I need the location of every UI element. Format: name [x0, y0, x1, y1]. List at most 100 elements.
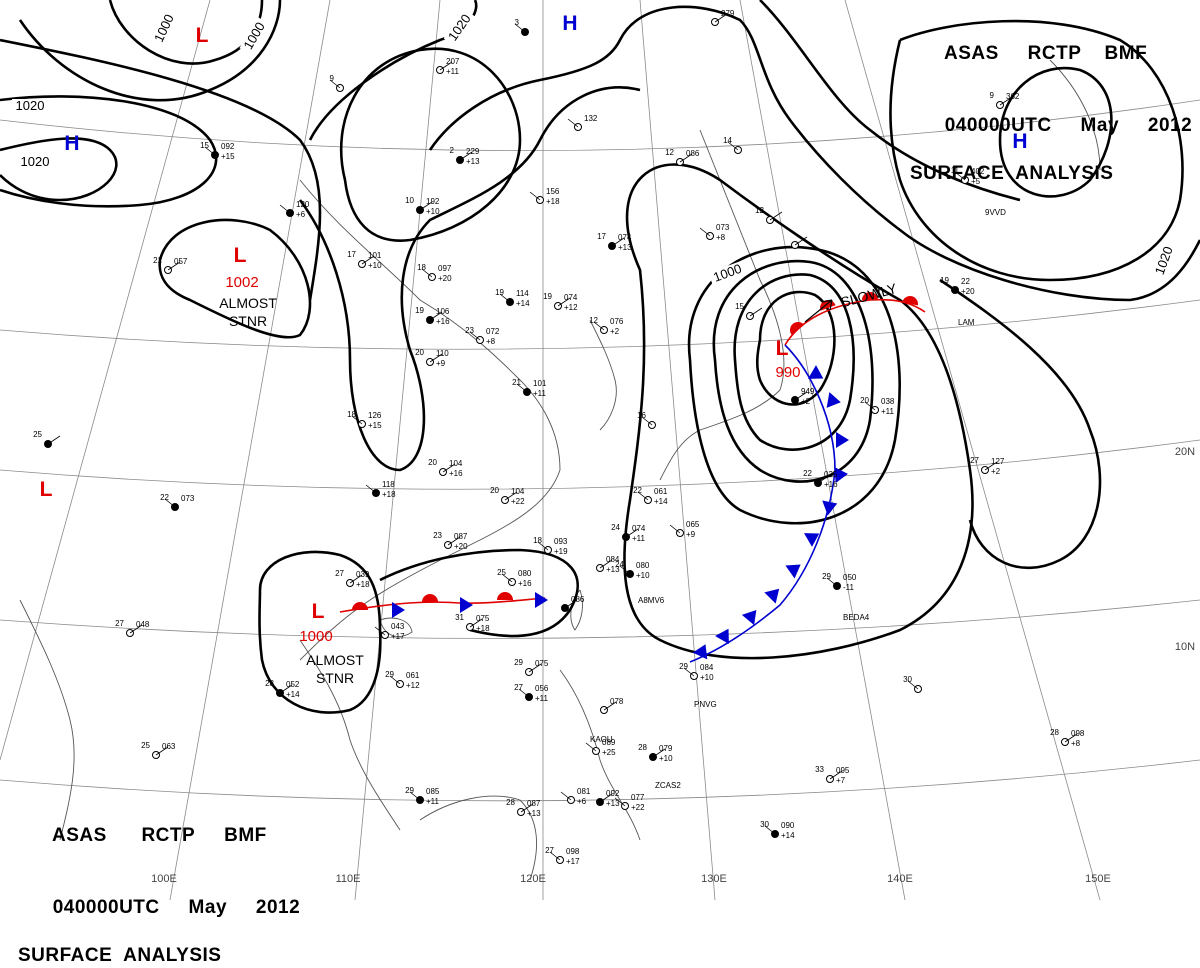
- station-id-label: KAOU: [590, 735, 613, 744]
- station-temperature: 24: [611, 523, 620, 532]
- station-plot: 29 084+10: [679, 662, 714, 682]
- header-bottom-code: BMF: [224, 825, 267, 846]
- latitude-label: 10N: [1175, 641, 1195, 653]
- station-temperature: 12: [665, 148, 674, 157]
- parallel-30n: [0, 299, 1200, 350]
- low-center-marker: L: [312, 600, 325, 623]
- isobar-1000-nw: [18, 0, 282, 102]
- station-pressure: 061: [654, 487, 668, 496]
- station-wind-barb-icon: [727, 141, 739, 151]
- station-temperature: 11: [951, 166, 960, 175]
- station-temperature: 29: [822, 572, 831, 581]
- station-pressure-tendency: +20: [961, 287, 975, 296]
- station-pressure: 098: [566, 847, 580, 856]
- coast-china: [299, 179, 561, 661]
- station-pressure-tendency: +15: [221, 152, 235, 161]
- station-pressure-tendency: +18: [476, 624, 490, 633]
- station-temperature: 31: [455, 613, 464, 622]
- station-pressure: 118: [382, 480, 395, 489]
- station-wind-barb-icon: [560, 791, 572, 801]
- station-pressure-tendency: +13: [527, 809, 541, 818]
- station-pressure-tendency: +7: [836, 776, 846, 785]
- station-plot: [791, 236, 808, 249]
- station-pressure-tendency: +11: [535, 694, 549, 703]
- station-wind-barb-icon: [351, 415, 363, 425]
- station-pressure: 086: [571, 595, 585, 604]
- station-temperature: 27: [545, 846, 554, 855]
- front-symbols: [352, 292, 918, 660]
- header-top-time: 040000UTC: [944, 115, 1052, 136]
- station-plot: 21 057: [153, 256, 188, 274]
- station-pressure: 038: [881, 397, 895, 406]
- station-wind-barb-icon: [374, 626, 386, 636]
- header-top-line1: ASAS RCTP BMF: [910, 18, 1192, 90]
- movement-arrow: [804, 299, 833, 323]
- station-pressure-tendency: +11: [446, 67, 460, 76]
- station-temperature: 21: [512, 378, 521, 387]
- station-pressure: 362: [1006, 92, 1020, 101]
- warm-front-semicircle: [862, 292, 878, 300]
- station-pressure: 075: [476, 614, 490, 623]
- station-plot: 20 104+22: [490, 486, 525, 506]
- station-temperature: 22: [160, 493, 169, 502]
- station-temperature: 9: [330, 74, 335, 83]
- station-plot: 30: [903, 675, 922, 693]
- stationary-label: STNR: [229, 313, 267, 329]
- station-pressure-tendency: +14: [654, 497, 668, 506]
- station-temperature: 20: [428, 458, 437, 467]
- coast-west-asia: [19, 599, 75, 841]
- isobars: [0, 0, 1200, 714]
- station-wind-barb-icon: [421, 268, 433, 278]
- station-plot: 092+13: [596, 789, 620, 808]
- station-id-label: A8MV6: [638, 596, 665, 605]
- station-plot: 15 092+15: [200, 141, 235, 161]
- station-wind-barb-icon: [714, 13, 728, 23]
- station-plot: 22 073: [160, 493, 195, 511]
- station-pressure-tendency: +9: [686, 530, 696, 539]
- station-plot: 077+22: [614, 793, 645, 812]
- station-id-label: 9VVD: [985, 208, 1006, 217]
- station-pressure: 120: [296, 200, 310, 209]
- station-pressure: 097: [438, 264, 452, 273]
- station-pressure: 078: [610, 697, 624, 706]
- station-wind-barb-icon: [593, 321, 605, 331]
- station-pressure-tendency: +8: [1071, 739, 1081, 748]
- station-pressure-tendency: +13: [466, 157, 480, 166]
- station-wind-barb-icon: [204, 146, 216, 156]
- station-pressure: 156: [546, 187, 560, 196]
- station-plot: 28 087+13: [506, 798, 541, 818]
- station-pressure: 073: [716, 223, 730, 232]
- station-id-label: BEDA4: [843, 613, 870, 622]
- station-temperature: 28: [638, 743, 647, 752]
- station-pressure-tendency: +10: [700, 673, 714, 682]
- station-pressure-tendency: +19: [554, 547, 568, 556]
- station-wind-barb-icon: [429, 353, 443, 363]
- station-plot: 20 110+9: [415, 348, 449, 368]
- station-plot: 279: [711, 9, 735, 26]
- station-wind-barb-icon: [504, 491, 518, 501]
- longitude-label: 150E: [1085, 873, 1111, 885]
- cold-front-triangle: [741, 610, 757, 626]
- station-plot: 084+13: [596, 555, 620, 574]
- isobar-label-bg: [708, 260, 747, 286]
- station-plot: 12 076+2: [589, 316, 624, 336]
- station-plot: 22 061+14: [633, 486, 668, 506]
- station-plot: 24 074+11: [611, 523, 646, 543]
- station-pressure-tendency: +13: [606, 565, 620, 574]
- station-pressure-tendency: +14: [781, 831, 795, 840]
- station-plot: 33 095+7: [815, 765, 850, 785]
- station-wind-barb-icon: [764, 825, 776, 835]
- station-plot: 29 085+11: [405, 786, 440, 806]
- isobar-1020-west: [0, 137, 118, 202]
- station-pressure: 074: [564, 293, 578, 302]
- graticule: [0, 0, 1200, 900]
- station-plot: 30 090+14: [760, 820, 795, 840]
- high-center-marker: H: [64, 132, 79, 155]
- station-pressure: 101: [533, 379, 547, 388]
- station-plot: 14: [723, 136, 742, 154]
- station-pressure-tendency: +20: [438, 274, 452, 283]
- isobar-990-ring-3: [712, 259, 874, 483]
- station-pressure: 085: [426, 787, 440, 796]
- station-pressure: 095: [836, 766, 850, 775]
